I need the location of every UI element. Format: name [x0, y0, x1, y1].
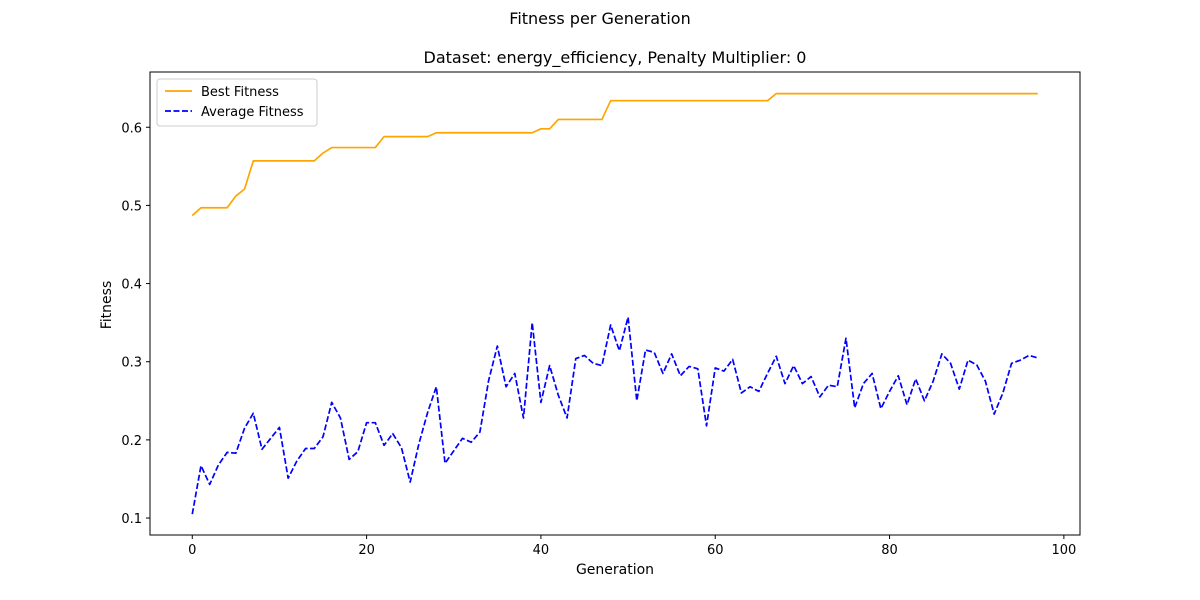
y-axis-label: Fitness [99, 281, 115, 330]
legend-box [156, 78, 318, 127]
legend: Best Fitness Average Fitness [156, 78, 318, 127]
axes: 0 20 40 60 80 100 0.1 0.2 0.3 0.4 0.5 0.6 [121, 71, 1081, 558]
figure-title: Fitness per Generation [509, 9, 691, 28]
series-line-best-fitness [191, 92, 1038, 217]
y-tick-label: 0.4 [121, 278, 142, 293]
x-tick-label: 40 [533, 543, 550, 558]
x-tick-label: 80 [881, 543, 898, 558]
data-lines [191, 92, 1038, 515]
legend-label: Best Fitness [201, 85, 279, 100]
legend-label: Average Fitness [201, 105, 304, 120]
x-tick-label: 0 [188, 543, 196, 558]
chart-title: Dataset: energy_efficiency, Penalty Mult… [424, 48, 807, 68]
x-tick-label: 100 [1051, 543, 1076, 558]
y-tick-label: 0.3 [121, 356, 142, 371]
plot-frame [149, 71, 1081, 536]
y-tick-label: 0.2 [121, 434, 142, 449]
x-axis-label: Generation [576, 562, 654, 578]
x-tick-label: 20 [358, 543, 375, 558]
y-tick-label: 0.6 [121, 121, 142, 136]
y-tick-label: 0.1 [121, 512, 142, 527]
y-tick-label: 0.5 [121, 199, 142, 214]
x-tick-label: 60 [707, 543, 724, 558]
series-line-average-fitness [191, 316, 1038, 515]
